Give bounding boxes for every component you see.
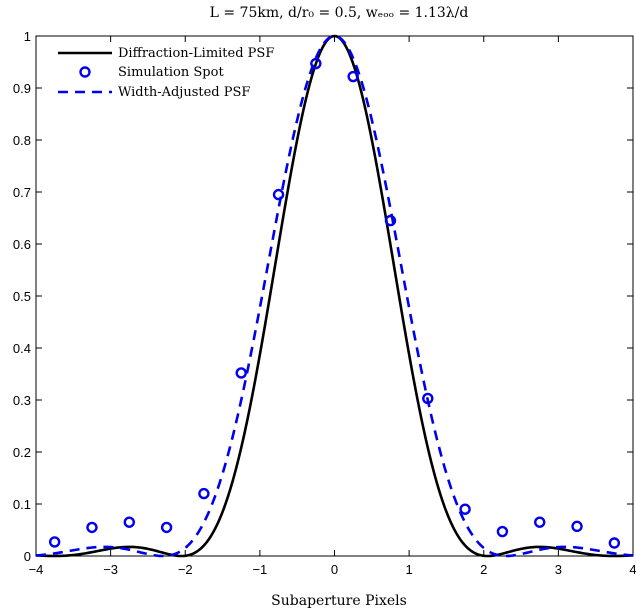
y-tick-label: 0.3 <box>13 393 31 408</box>
x-tick-labels: −4 −3 −2 −1 0 1 2 3 4 <box>29 562 636 577</box>
x-tick-label: 1 <box>406 562 413 577</box>
x-tick-label: 0 <box>331 562 338 577</box>
series-line-diffraction-limited-psf <box>35 34 634 558</box>
y-tick-label: 0.7 <box>13 185 31 200</box>
series-markers-simulation-spot <box>48 57 621 549</box>
legend-label-width-adjusted-psf: Width-Adjusted PSF <box>118 85 250 100</box>
simulation-spot-point <box>459 503 471 515</box>
simulation-spot-point <box>534 516 546 528</box>
simulation-spot-point <box>86 521 98 534</box>
axes-frame <box>35 35 634 557</box>
y-tick-label: 0 <box>24 549 31 564</box>
simulation-spot-point <box>347 70 359 83</box>
axis-ticks <box>35 35 634 557</box>
simulation-spot-point <box>384 214 397 227</box>
simulation-spot-point <box>198 487 210 500</box>
x-tick-label: −3 <box>103 562 118 577</box>
legend-label-diffraction-limited-psf: Diffraction-Limited PSF <box>118 46 274 61</box>
chart-title: L = 75km, d/r₀ = 0.5, wₑₒₒ = 1.13λ/d <box>210 5 469 21</box>
x-tick-label: −4 <box>29 562 44 577</box>
simulation-spot-point <box>422 392 434 405</box>
simulation-spot-point <box>496 525 509 538</box>
x-axis-label: Subaperture Pixels <box>271 593 407 609</box>
legend-label-simulation-spot: Simulation Spot <box>118 65 224 80</box>
x-tick-label: 3 <box>555 562 562 577</box>
y-tick-label: 1 <box>24 29 31 44</box>
legend-swatch-simulation-spot <box>79 66 91 78</box>
simulation-spot-point <box>235 367 247 379</box>
x-tick-label: 4 <box>629 562 636 577</box>
legend: Diffraction-Limited PSF Simulation Spot … <box>58 46 274 100</box>
simulation-spot-point <box>571 520 583 533</box>
y-tick-label: 0.5 <box>13 289 31 304</box>
x-tick-label: 2 <box>480 562 487 577</box>
simulation-spot-point <box>272 188 285 201</box>
plot-area: −4 −3 −2 −1 0 1 2 3 4 00.10.20.30.40.50.60.70.80… <box>13 29 636 577</box>
simulation-spot-point <box>608 537 621 549</box>
simulation-spot-point <box>123 516 135 528</box>
x-tick-label: −2 <box>178 562 193 577</box>
simulation-spot-point <box>48 536 61 548</box>
simulation-spot-point <box>310 57 322 70</box>
y-tick-label: 0.2 <box>13 445 31 460</box>
x-tick-label: −1 <box>252 562 267 577</box>
y-tick-label: 0.8 <box>13 133 31 148</box>
series-line-width-adjusted-psf <box>35 34 634 558</box>
y-tick-label: 0.1 <box>13 497 31 512</box>
y-tick-labels: 0 0.1 0.2 0.3 0.4 0.5 0.6 0.7 0.8 0.9 1 <box>13 29 31 564</box>
simulation-spot-point <box>160 521 173 534</box>
y-tick-label: 0.6 <box>13 237 31 252</box>
y-tick-label: 0.4 <box>13 341 31 356</box>
y-tick-label: 0.9 <box>13 81 31 96</box>
